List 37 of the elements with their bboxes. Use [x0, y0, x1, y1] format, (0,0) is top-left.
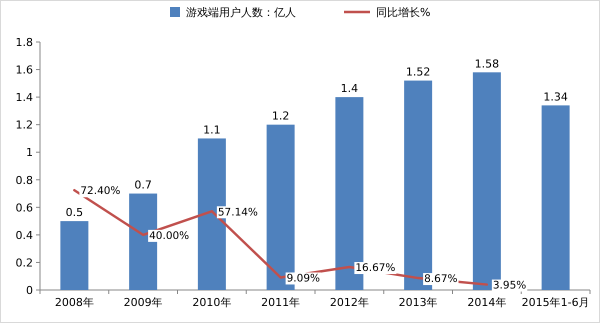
- data-label: 1.34: [543, 90, 568, 104]
- data-label: 57.14%: [218, 206, 258, 218]
- y-tick-label: 1.6: [16, 64, 33, 77]
- x-tick-label: 2015年1-6月: [522, 296, 590, 309]
- x-tick-label: 2009年: [124, 296, 163, 309]
- data-label: 3.95%: [492, 280, 526, 292]
- y-tick-label: 0.2: [16, 256, 33, 270]
- bar: [542, 105, 570, 290]
- data-label: 0.5: [66, 206, 84, 220]
- y-tick-label: 1: [26, 146, 33, 160]
- legend-label: 同比增长%: [376, 6, 430, 19]
- y-tick-label: 0.6: [16, 201, 33, 214]
- x-tick-label: 2008年: [54, 296, 94, 309]
- legend-label: 游戏端用户人数：亿人: [186, 6, 296, 19]
- data-label: 72.40%: [80, 185, 120, 198]
- data-label: 0.7: [134, 178, 152, 192]
- y-tick-label: 0.4: [16, 228, 33, 242]
- x-tick-label: 2010年: [192, 296, 232, 309]
- data-label: 1.4: [340, 82, 358, 96]
- data-label: 1.58: [474, 57, 500, 70]
- data-label: 16.67%: [355, 262, 396, 274]
- data-label: 1.52: [406, 66, 430, 79]
- data-label: 1.1: [203, 123, 221, 136]
- y-tick-label: 1.8: [16, 36, 33, 49]
- x-tick-label: 2013年: [398, 296, 438, 309]
- y-tick-label: 0: [26, 284, 33, 297]
- y-tick-label: 0.8: [16, 174, 33, 187]
- x-tick-label: 2011年: [261, 296, 300, 309]
- y-tick-label: 1.2: [16, 118, 33, 132]
- x-tick-label: 2012年: [330, 296, 369, 309]
- x-tick-label: 2014年: [467, 296, 506, 309]
- data-label: 40.00%: [149, 230, 190, 242]
- bar: [60, 221, 88, 290]
- data-label: 1.2: [272, 110, 290, 123]
- data-label: 8.67%: [424, 273, 458, 286]
- data-label: 9.09%: [286, 272, 320, 284]
- y-tick-label: 1.4: [16, 91, 33, 104]
